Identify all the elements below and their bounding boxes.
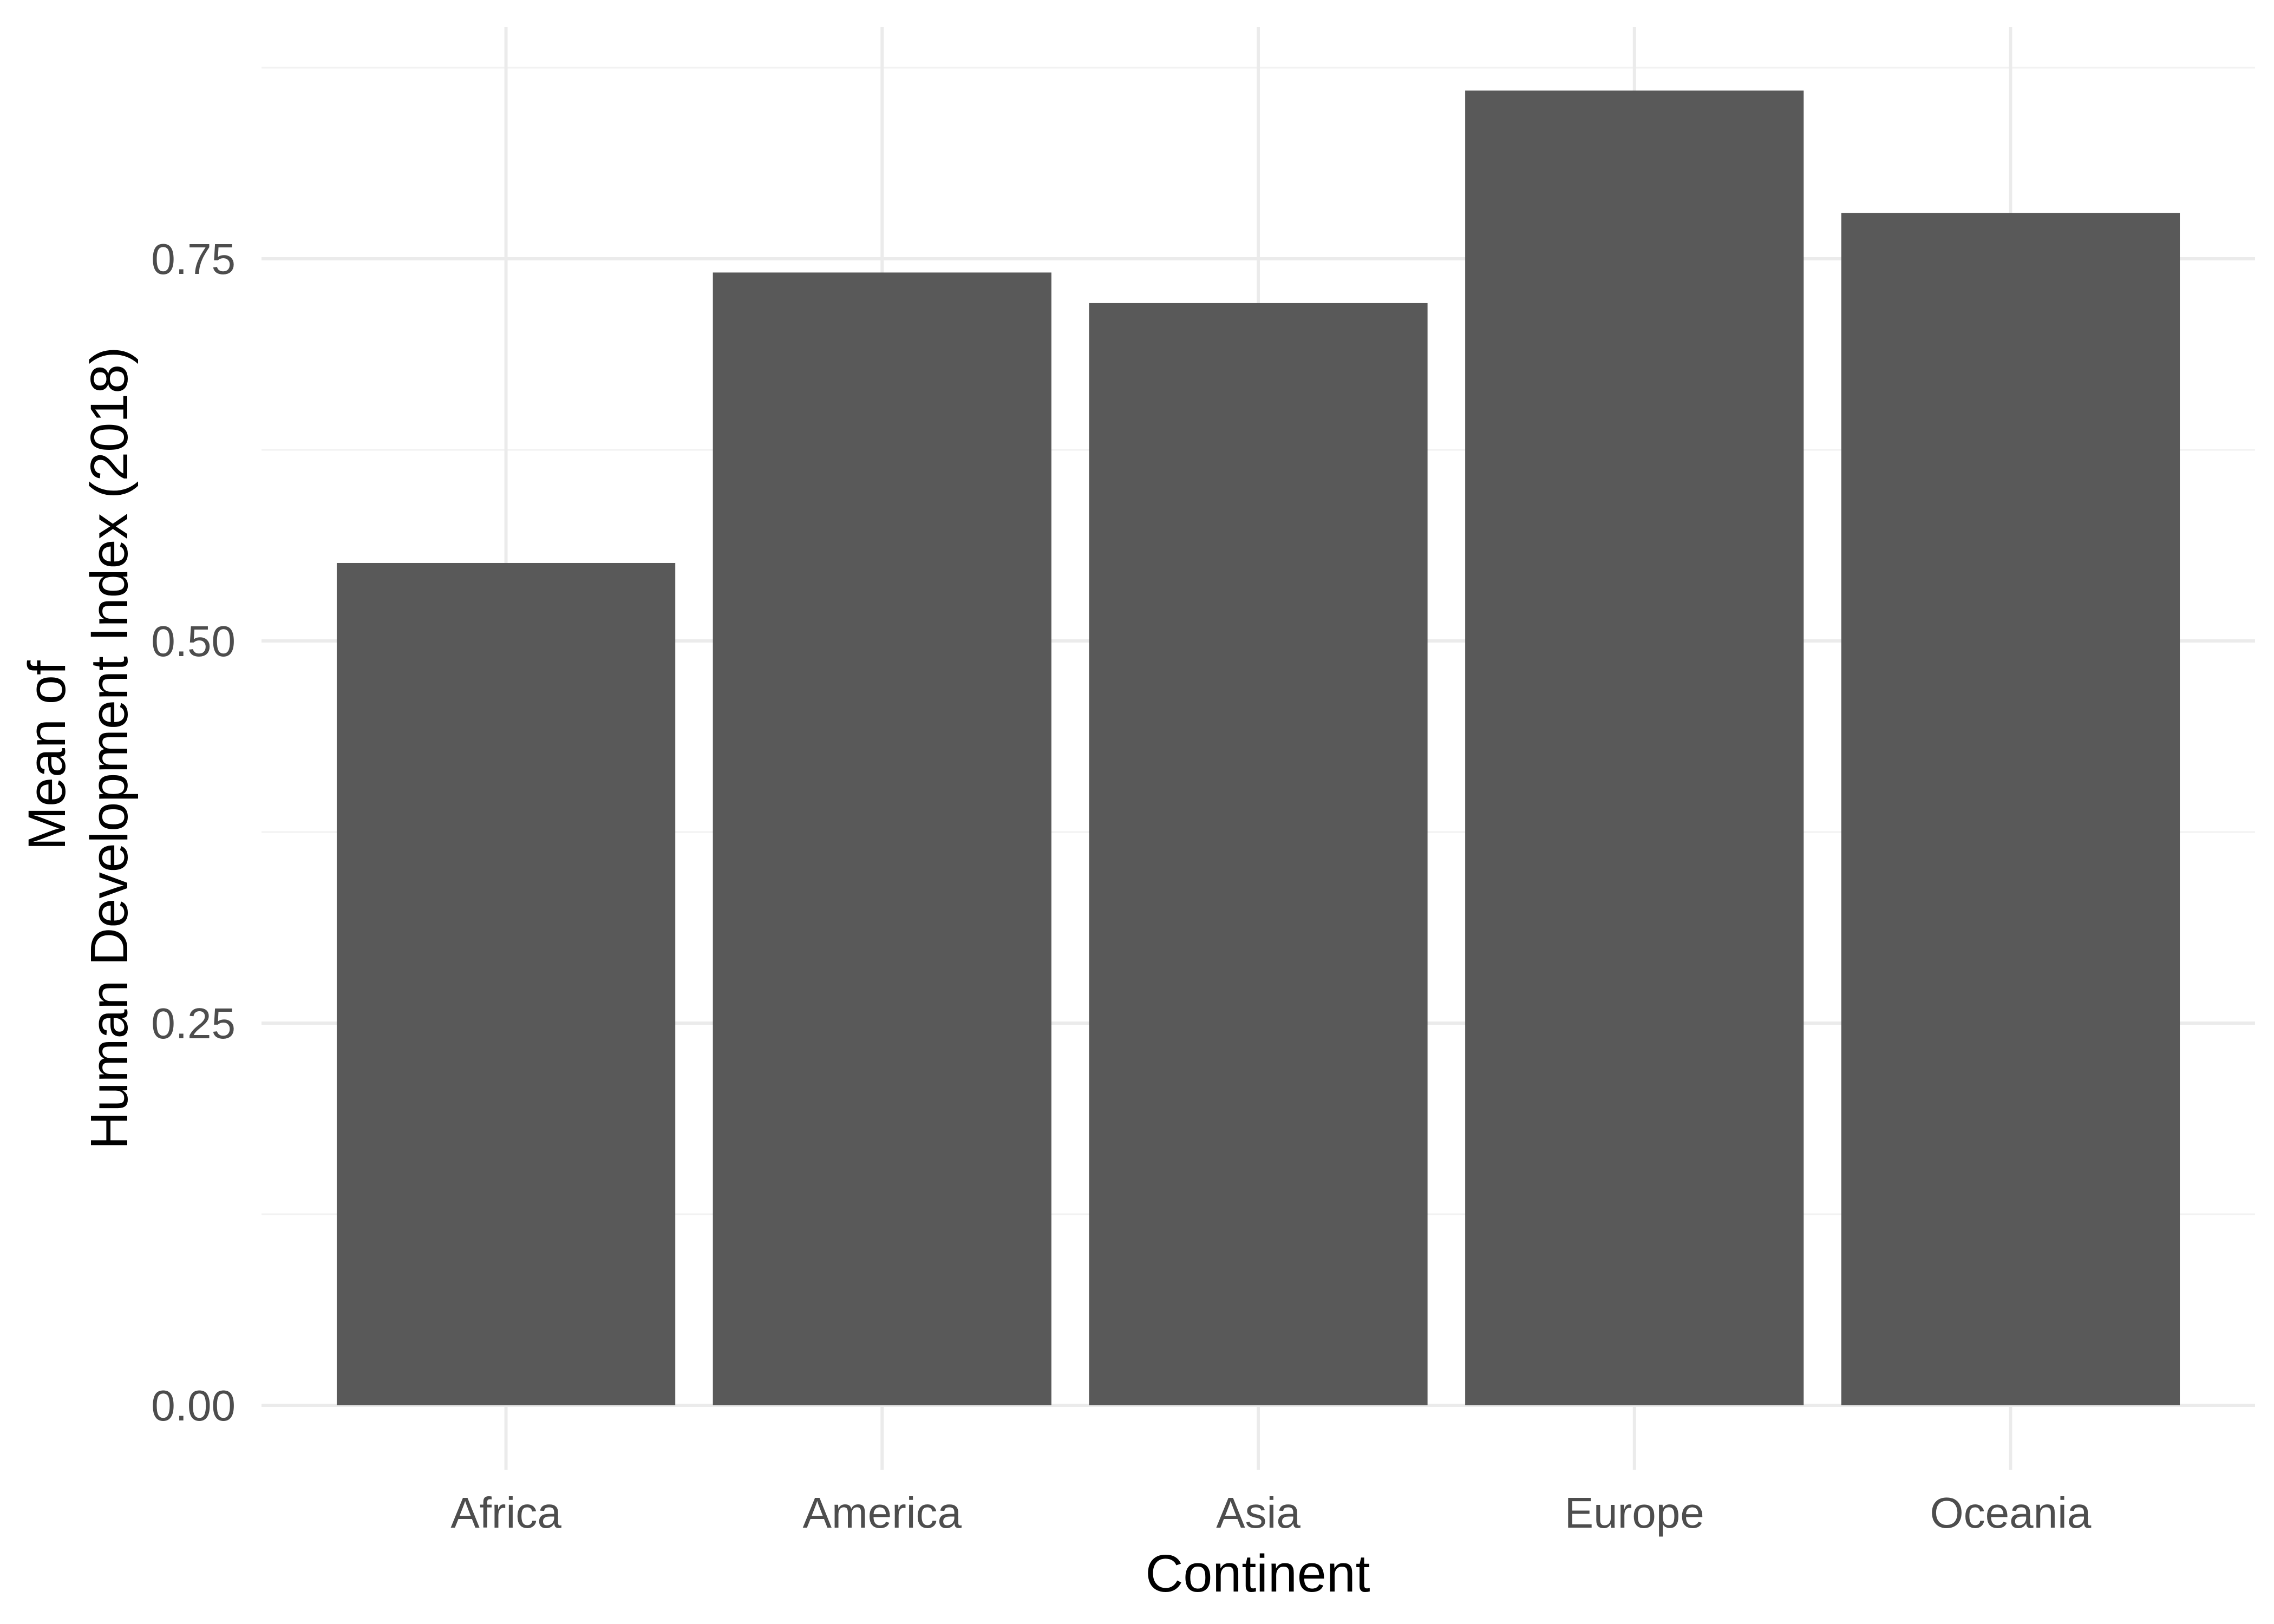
- y-axis-title-line-2: Human Development Index (2018): [80, 347, 139, 1150]
- y-axis-title-line-1: Mean of: [17, 660, 76, 850]
- y-tick-label: 0.50: [151, 617, 236, 665]
- x-axis-title: Continent: [1145, 1544, 1370, 1603]
- x-tick-label: Europe: [1565, 1489, 1704, 1537]
- x-tick-labels: Africa America Asia Europe Oceania: [450, 1489, 2092, 1537]
- y-tick-label: 0.75: [151, 235, 236, 283]
- bar-europe: [1465, 90, 1804, 1405]
- x-tick-label: America: [803, 1489, 962, 1537]
- y-tick-label: 0.00: [151, 1381, 236, 1430]
- y-tick-labels: 0.00 0.25 0.50 0.75: [151, 235, 236, 1430]
- x-tick-label: Asia: [1216, 1489, 1301, 1537]
- bar-africa: [336, 562, 676, 1405]
- y-axis-title: Mean of Human Development Index (2018): [17, 347, 139, 1150]
- x-tick-label: Africa: [450, 1489, 561, 1537]
- bar-oceania: [1841, 213, 2180, 1405]
- bars: [336, 90, 2180, 1405]
- y-tick-label: 0.25: [151, 999, 236, 1047]
- x-tick-label: Oceania: [1930, 1489, 2091, 1537]
- bar-america: [713, 272, 1051, 1405]
- bar-asia: [1089, 303, 1428, 1405]
